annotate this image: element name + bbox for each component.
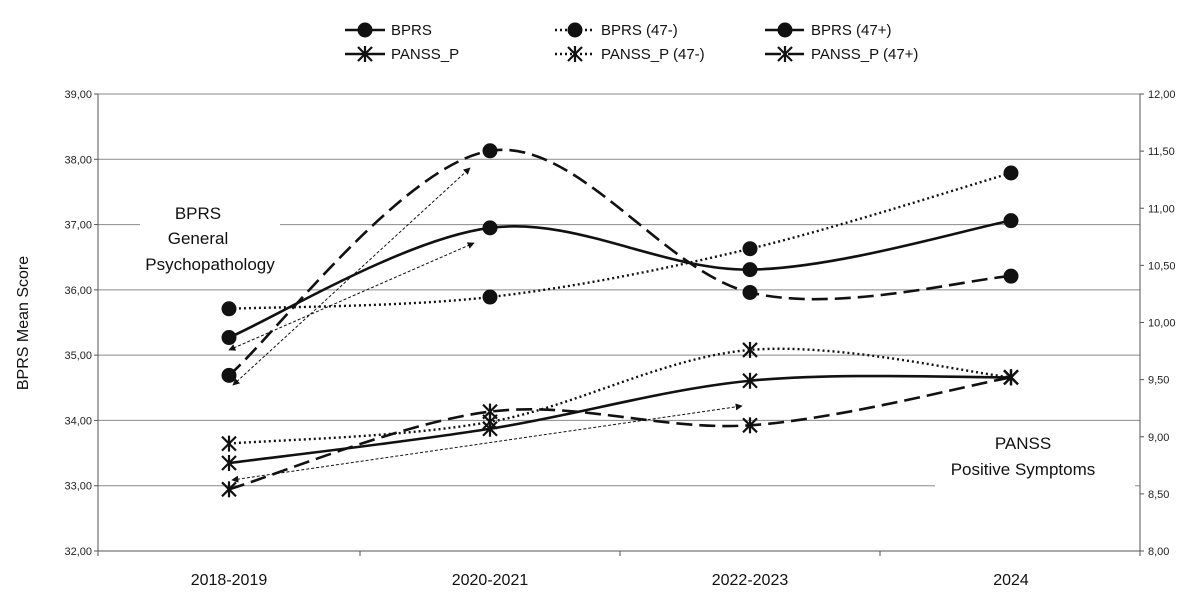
annotation-panss: PANSS Positive Symptoms xyxy=(935,428,1135,490)
legend-item: PANSS_P (47+) xyxy=(765,46,918,63)
star-point xyxy=(742,341,758,358)
series-line xyxy=(228,148,1012,377)
legend-label: PANSS_P (47-) xyxy=(601,46,705,63)
left-tick-label: 35,00 xyxy=(64,350,92,362)
star-point xyxy=(742,372,758,389)
series-bprs xyxy=(221,213,1019,346)
legend-star-marker xyxy=(777,46,793,62)
series-line xyxy=(228,347,1012,445)
left-tick-label: 32,00 xyxy=(64,546,92,558)
category-labels: 2018-2019 2020-2021 2022-2023 2024 xyxy=(191,572,1029,589)
circle-point xyxy=(221,330,237,346)
right-tick-label: 8,00 xyxy=(1148,546,1169,558)
legend-circle-marker xyxy=(777,22,793,38)
legend-circle-marker xyxy=(357,22,373,38)
right-tick-label: 11,00 xyxy=(1148,203,1175,215)
annotation-bprs-line-3: Psychopathology xyxy=(145,255,275,274)
legend: BPRS BPRS (47-) BPRS (47+) PANSS_P PANSS_P (… xyxy=(345,22,918,63)
circle-point xyxy=(1003,268,1019,284)
circle-point xyxy=(1003,213,1019,229)
right-tick-label: 12,00 xyxy=(1148,89,1176,101)
legend-label: BPRS (47-) xyxy=(601,22,678,39)
legend-item: PANSS_P xyxy=(345,46,459,63)
legend-item: BPRS (47+) xyxy=(765,22,891,39)
circle-point xyxy=(482,220,498,236)
category-label: 2022-2023 xyxy=(712,572,789,589)
left-tick-label: 34,00 xyxy=(64,415,92,427)
legend-item: BPRS (47-) xyxy=(555,22,678,39)
series-lines xyxy=(221,143,1019,498)
star-point xyxy=(221,481,237,498)
star-point xyxy=(221,455,237,472)
annotation-arrow xyxy=(231,403,743,483)
star-point xyxy=(482,403,498,420)
annotation-bprs-line-1: BPRS xyxy=(175,204,221,223)
left-tick-label: 33,00 xyxy=(64,481,92,493)
star-point xyxy=(742,417,758,434)
annotation-arrow xyxy=(228,242,475,351)
series-line xyxy=(228,374,1012,465)
legend-label: BPRS xyxy=(391,22,432,39)
series-bprs-47 xyxy=(221,143,1019,383)
circle-point xyxy=(221,367,237,383)
legend-item: BPRS xyxy=(345,22,432,39)
annotation-bprs: BPRS General Psychopathology xyxy=(140,196,280,276)
right-tick-label: 8,50 xyxy=(1148,489,1169,501)
grid-lines xyxy=(98,93,1140,487)
right-tick-label: 10,50 xyxy=(1148,260,1176,272)
left-tick-label: 36,00 xyxy=(64,285,92,297)
y-axis-label: BPRS Mean Score xyxy=(15,256,32,390)
circle-point xyxy=(742,241,758,257)
legend-label: BPRS (47+) xyxy=(811,22,891,39)
legend-item: PANSS_P (47-) xyxy=(555,46,705,63)
annotation-panss-line-1: PANSS xyxy=(995,434,1051,453)
category-label: 2020-2021 xyxy=(452,572,529,589)
series-panss-p-47 xyxy=(221,341,1019,452)
legend-star-marker xyxy=(567,46,583,62)
series-line xyxy=(228,376,1012,491)
right-tick-label: 11,50 xyxy=(1148,146,1175,158)
series-line xyxy=(228,171,1012,310)
left-tick-label: 38,00 xyxy=(64,154,92,166)
legend-label: PANSS_P xyxy=(391,46,459,63)
right-axis-ticks: 8,00 8,50 9,00 9,50 10,00 10,50 11,00 11,50 12,0… xyxy=(1140,89,1176,558)
circle-point xyxy=(1003,165,1019,181)
left-tick-label: 39,00 xyxy=(64,89,92,101)
circle-point xyxy=(742,262,758,278)
right-tick-label: 10,00 xyxy=(1148,318,1176,330)
legend-circle-marker xyxy=(567,22,583,38)
series-panss-p-47 xyxy=(221,369,1019,498)
right-tick-label: 9,50 xyxy=(1148,375,1169,387)
category-label: 2018-2019 xyxy=(191,572,268,589)
category-label: 2024 xyxy=(993,572,1029,589)
annotation-bprs-line-2: General xyxy=(168,229,228,248)
circle-point xyxy=(482,143,498,159)
annotation-panss-line-2: Positive Symptoms xyxy=(951,460,1096,479)
right-tick-label: 9,00 xyxy=(1148,432,1169,444)
series-line xyxy=(228,219,1012,339)
circle-point xyxy=(742,284,758,300)
left-tick-label: 37,00 xyxy=(64,220,92,232)
left-axis-ticks: 32,00 33,00 34,00 35,00 36,00 37,00 38,00 39,00 xyxy=(64,89,98,558)
series-bprs-47 xyxy=(221,165,1019,317)
legend-label: PANSS_P (47+) xyxy=(811,46,918,63)
star-point xyxy=(221,435,237,452)
star-point xyxy=(1003,369,1019,386)
circle-point xyxy=(221,301,237,317)
circle-point xyxy=(482,289,498,305)
legend-star-marker xyxy=(357,46,373,62)
